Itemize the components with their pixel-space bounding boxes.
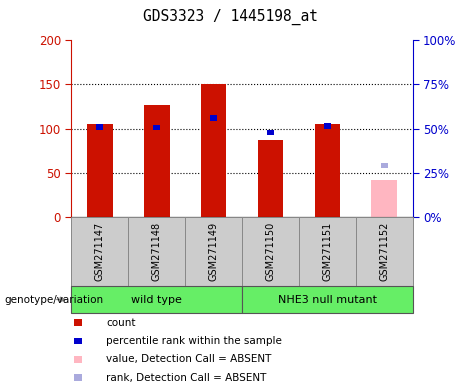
Bar (267, 129, 274, 135)
Bar (144, 105, 170, 217)
Bar (242, 217, 299, 286)
Text: percentile rank within the sample: percentile rank within the sample (106, 336, 282, 346)
Bar (372, 180, 397, 217)
Text: GSM271147: GSM271147 (95, 222, 105, 281)
Bar (324, 123, 331, 129)
Bar (96, 124, 103, 129)
Text: value, Detection Call = ABSENT: value, Detection Call = ABSENT (106, 354, 272, 364)
Text: GSM271148: GSM271148 (152, 222, 162, 281)
Text: GSM271150: GSM271150 (266, 222, 276, 281)
Bar (314, 124, 340, 217)
Text: GDS3323 / 1445198_at: GDS3323 / 1445198_at (143, 9, 318, 25)
Text: GSM271149: GSM271149 (208, 222, 219, 281)
Bar (71, 217, 128, 286)
Bar (299, 217, 356, 286)
Bar (258, 140, 283, 217)
Bar (185, 217, 242, 286)
Text: wild type: wild type (131, 295, 182, 305)
Bar (210, 115, 217, 121)
Text: GSM271152: GSM271152 (379, 222, 389, 281)
Text: NHE3 null mutant: NHE3 null mutant (278, 295, 377, 305)
Bar (242, 286, 413, 313)
Bar (154, 125, 160, 131)
Text: GSM271151: GSM271151 (322, 222, 332, 281)
Bar (356, 217, 413, 286)
Bar (201, 84, 226, 217)
Bar (71, 286, 242, 313)
Bar (128, 217, 185, 286)
Text: genotype/variation: genotype/variation (5, 295, 104, 305)
Text: count: count (106, 318, 136, 328)
Bar (381, 163, 388, 169)
Bar (87, 124, 112, 217)
Text: rank, Detection Call = ABSENT: rank, Detection Call = ABSENT (106, 373, 266, 383)
